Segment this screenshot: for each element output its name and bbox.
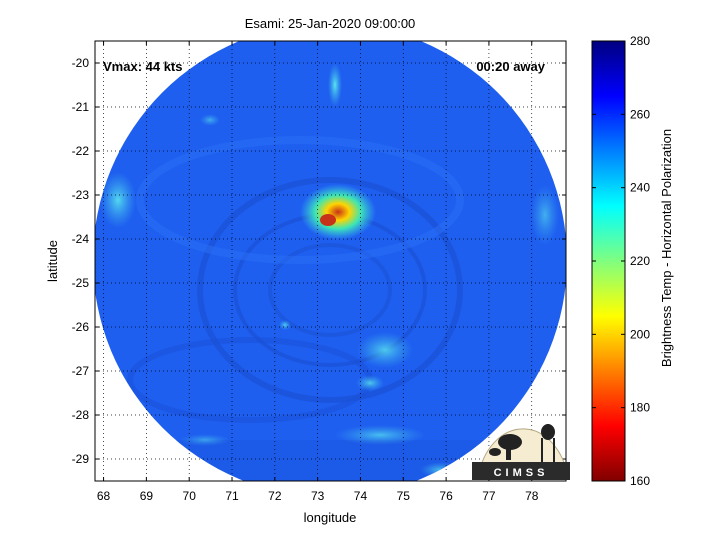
colorbar-ticks: 280 260 240 220 200 180 160 — [592, 34, 650, 488]
y-tick-label: -27 — [72, 364, 90, 378]
y-tick-label: -24 — [72, 232, 90, 246]
colorbar-tick-label: 280 — [630, 34, 650, 48]
y-tick-label: -28 — [72, 408, 90, 422]
colorbar-tick-label: 240 — [630, 181, 650, 195]
x-tick-label: 76 — [439, 489, 453, 503]
colorbar — [591, 40, 626, 482]
x-tick-label: 72 — [268, 489, 282, 503]
x-axis-label: longitude — [304, 510, 357, 525]
y-axis-label: latitude — [45, 240, 60, 282]
cimss-logo: CIMSS — [472, 424, 570, 480]
colorbar-label: Brightness Temp - Horizontal Polarizatio… — [659, 129, 674, 367]
y-tick-label: -21 — [72, 100, 90, 114]
x-tick-label: 78 — [525, 489, 539, 503]
time-away-annotation: 00:20 away — [476, 59, 545, 74]
y-tick-label: -25 — [72, 276, 90, 290]
x-tick-label: 74 — [354, 489, 368, 503]
x-tick-label: 69 — [140, 489, 154, 503]
colorbar-tick-label: 220 — [630, 254, 650, 268]
colorbar-tick-label: 180 — [630, 401, 650, 415]
grid-lines — [95, 41, 566, 481]
x-tick-label: 73 — [311, 489, 325, 503]
x-tick-label: 68 — [97, 489, 111, 503]
colorbar-tick-label: 160 — [630, 474, 650, 488]
y-tick-label: -20 — [72, 56, 90, 70]
vmax-annotation: Vmax: 44 kts — [103, 59, 183, 74]
y-tick-labels: -20 -21 -22 -23 -24 -25 -26 -27 -28 -29 — [72, 56, 566, 466]
colorbar-tick-label: 260 — [630, 107, 650, 121]
x-tick-label: 75 — [397, 489, 411, 503]
y-tick-label: -29 — [72, 452, 90, 466]
x-tick-label: 70 — [183, 489, 197, 503]
cimss-logo-text: CIMSS — [494, 467, 549, 479]
colorbar-tick-label: 200 — [630, 327, 650, 341]
y-tick-label: -23 — [72, 188, 90, 202]
y-tick-label: -26 — [72, 320, 90, 334]
x-tick-labels: 68 69 70 71 72 73 74 75 76 77 78 — [97, 41, 539, 503]
x-tick-label: 71 — [225, 489, 239, 503]
plot-title: Esami: 25-Jan-2020 09:00:00 — [245, 16, 416, 31]
axes-frame — [94, 40, 567, 482]
y-tick-label: -22 — [72, 144, 90, 158]
x-tick-label: 77 — [482, 489, 496, 503]
